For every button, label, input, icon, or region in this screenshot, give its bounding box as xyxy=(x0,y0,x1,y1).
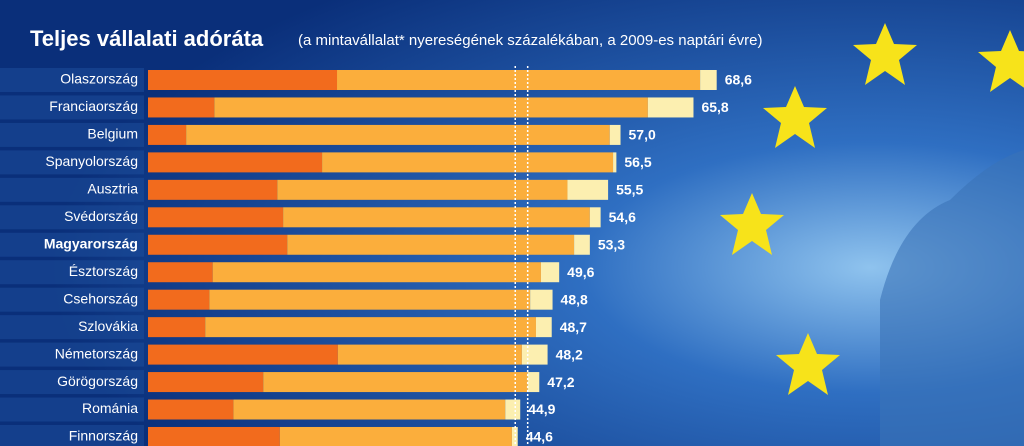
row-band xyxy=(0,424,144,446)
bar-segment xyxy=(505,399,521,420)
bar-segment xyxy=(613,152,617,173)
bar-segment xyxy=(521,344,548,365)
bar-segment xyxy=(148,344,338,365)
row-band xyxy=(0,370,144,395)
total-label: 68,6 xyxy=(725,72,752,88)
row-band xyxy=(0,342,144,367)
bar-segment xyxy=(148,317,206,338)
total-label: 47,2 xyxy=(547,374,574,390)
row-band xyxy=(0,260,144,285)
bar-segment xyxy=(700,70,717,90)
bar-segment xyxy=(535,317,552,338)
category-label: Csehország xyxy=(63,290,138,306)
total-label: 56,5 xyxy=(624,154,651,170)
bar-segment xyxy=(530,289,553,310)
bar-segment xyxy=(527,372,540,393)
bar-segment xyxy=(186,124,610,145)
row-band xyxy=(0,122,144,147)
bar-segment xyxy=(148,234,288,255)
total-label: 49,6 xyxy=(567,264,594,280)
row-band xyxy=(0,315,144,340)
bar-segment xyxy=(589,207,601,228)
bar-segment xyxy=(263,372,528,393)
bar-segment xyxy=(148,399,234,420)
bar-segment xyxy=(148,426,280,446)
map-shape xyxy=(880,150,1024,446)
bar-segment xyxy=(279,426,512,446)
row-band xyxy=(0,205,144,230)
bar-segment xyxy=(540,262,560,283)
category-label: Ausztria xyxy=(87,181,138,197)
total-label: 57,0 xyxy=(629,127,656,143)
bar-segment xyxy=(148,97,215,118)
bar-segment xyxy=(212,262,541,283)
bar-segment xyxy=(567,179,609,200)
bar-segment xyxy=(287,234,575,255)
chart-title: Teljes vállalati adóráta xyxy=(30,26,264,51)
category-label: Románia xyxy=(82,400,138,416)
bar-segment xyxy=(209,289,531,310)
row-band xyxy=(0,68,144,92)
bar-segment xyxy=(283,207,590,228)
bar-segment xyxy=(148,70,338,90)
bar-segment xyxy=(647,97,694,118)
category-label: Olaszország xyxy=(60,71,138,87)
category-label: Észtország xyxy=(69,263,138,279)
row-band xyxy=(0,177,144,202)
category-label: Magyarország xyxy=(44,235,138,251)
bar-segment xyxy=(322,152,614,173)
bar-segment xyxy=(148,152,323,173)
category-label: Svédország xyxy=(64,208,138,224)
total-label: 55,5 xyxy=(616,182,643,198)
bar-segment xyxy=(148,262,213,283)
bar-segment xyxy=(511,426,518,446)
row-band xyxy=(0,95,144,120)
row-band xyxy=(0,150,144,175)
total-label: 65,8 xyxy=(701,99,728,115)
bar-segment xyxy=(337,70,701,90)
bar-segment xyxy=(205,317,536,338)
category-label: Görögország xyxy=(57,373,138,389)
row-band xyxy=(0,287,144,312)
row-band xyxy=(0,232,144,257)
bar-segment xyxy=(233,399,506,420)
total-label: 48,8 xyxy=(561,291,588,307)
category-label: Szlovákia xyxy=(78,318,138,334)
bar-segment xyxy=(148,289,210,310)
total-label: 48,2 xyxy=(556,346,583,362)
bar-segment xyxy=(214,97,648,118)
total-label: 53,3 xyxy=(598,236,625,252)
bar-segment xyxy=(148,124,187,145)
chart-subtitle: (a mintavállalat* nyereségének százaléká… xyxy=(298,32,762,49)
category-label: Franciaország xyxy=(49,98,138,114)
category-label: Németország xyxy=(55,345,138,361)
total-label: 54,6 xyxy=(609,209,636,225)
category-label: Finnország xyxy=(69,428,138,444)
bar-segment xyxy=(148,372,264,393)
total-label: 44,9 xyxy=(528,401,555,417)
category-label: Belgium xyxy=(87,126,138,142)
bar-segment xyxy=(148,179,278,200)
bar-segment xyxy=(574,234,590,255)
bar-segment xyxy=(337,344,522,365)
row-band xyxy=(0,397,144,422)
bar-segment xyxy=(277,179,568,200)
bar-segment xyxy=(148,207,284,228)
bar-segment xyxy=(609,124,621,145)
category-label: Spanyolország xyxy=(45,153,138,169)
total-label: 48,7 xyxy=(560,319,587,335)
total-label: 44,6 xyxy=(526,429,553,445)
